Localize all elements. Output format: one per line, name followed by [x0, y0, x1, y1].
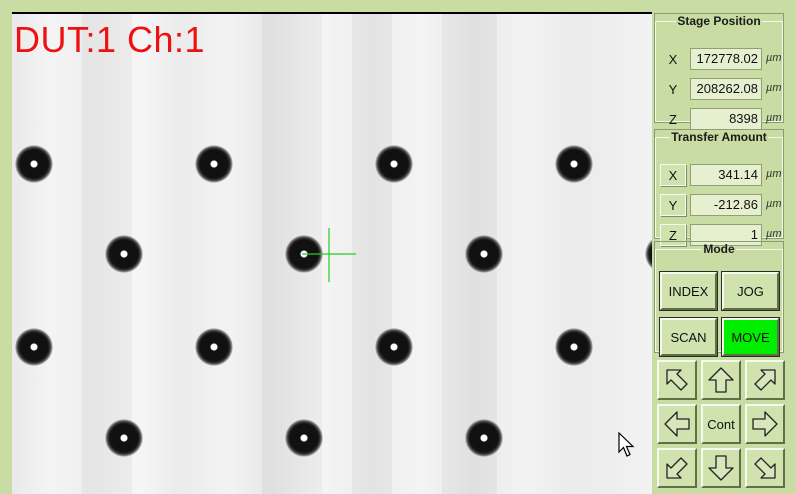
jog-mode-button[interactable]: JOG: [721, 271, 780, 311]
move-up-right-button[interactable]: [745, 360, 785, 400]
scan-mode-button[interactable]: SCAN: [659, 317, 718, 357]
probe-pad: [465, 419, 503, 457]
probe-pad: [105, 235, 143, 273]
move-left-button[interactable]: [657, 404, 697, 444]
jog-pad: Cont: [655, 358, 785, 492]
probe-pad: [555, 328, 593, 366]
move-mode-button[interactable]: MOVE: [721, 317, 780, 357]
move-up-left-button[interactable]: [657, 360, 697, 400]
camera-top-border: [12, 12, 652, 15]
mode-title: Mode: [703, 242, 735, 256]
transfer-x-button[interactable]: X: [660, 164, 686, 186]
stage-z-value: 8398: [690, 108, 762, 130]
arrow-right-icon: [752, 411, 778, 437]
crosshair: [302, 228, 356, 282]
continuous-label: Cont: [707, 416, 735, 432]
move-down-button[interactable]: [701, 448, 741, 488]
probe-pad: [465, 235, 503, 273]
probe-pad: [15, 328, 53, 366]
probe-pad: [285, 419, 323, 457]
arrow-down-left-icon: [666, 457, 688, 479]
move-right-button[interactable]: [745, 404, 785, 444]
probe-pad: [195, 328, 233, 366]
mode-group: Mode INDEX JOG SCAN MOVE: [654, 241, 784, 357]
stage-x-axis-label: X: [668, 51, 678, 67]
dut-channel-label: DUT:1 Ch:1: [14, 19, 206, 60]
wafer-stripe: [352, 14, 392, 494]
transfer-amount-group: Transfer Amount X 341.14 µm Y -212.86 µm…: [654, 129, 784, 246]
move-down-left-button[interactable]: [657, 448, 697, 488]
transfer-amount-title: Transfer Amount: [671, 130, 767, 144]
control-panel: Stage Position X 172778.02 µm Y 208262.0…: [652, 12, 796, 494]
probe-pad: [195, 145, 233, 183]
probe-pad: [645, 235, 652, 273]
transfer-y-value[interactable]: -212.86: [690, 194, 762, 216]
transfer-z-button[interactable]: Z: [660, 224, 686, 246]
move-up-button[interactable]: [701, 360, 741, 400]
stage-x-value: 172778.02: [690, 48, 762, 70]
transfer-x-unit: µm: [766, 168, 782, 180]
stage-position-title: Stage Position: [677, 14, 761, 28]
transfer-x-value[interactable]: 341.14: [690, 164, 762, 186]
stage-x-unit: µm: [766, 52, 782, 64]
transfer-z-unit: µm: [766, 228, 782, 240]
stage-position-group: Stage Position X 172778.02 µm Y 208262.0…: [654, 13, 784, 130]
continuous-button[interactable]: Cont: [701, 404, 741, 444]
stage-y-axis-label: Y: [668, 81, 678, 97]
stage-z-axis-label: Z: [669, 111, 677, 127]
arrow-up-left-icon: [666, 369, 688, 391]
arrow-up-right-icon: [754, 369, 776, 391]
probe-pad: [105, 419, 143, 457]
probe-pad: [555, 145, 593, 183]
move-down-right-button[interactable]: [745, 448, 785, 488]
probe-pad: [375, 328, 413, 366]
stage-y-unit: µm: [766, 82, 782, 94]
camera-view[interactable]: DUT:1 Ch:1: [12, 14, 652, 494]
arrow-down-right-icon: [754, 457, 776, 479]
transfer-z-value[interactable]: 1: [690, 224, 762, 246]
arrow-up-icon: [708, 367, 734, 393]
stage-z-unit: µm: [766, 112, 782, 124]
probe-pad: [375, 145, 413, 183]
stage-y-value: 208262.08: [690, 78, 762, 100]
transfer-y-button[interactable]: Y: [660, 194, 686, 216]
index-mode-button[interactable]: INDEX: [659, 271, 718, 311]
probe-pad: [15, 145, 53, 183]
arrow-left-icon: [664, 411, 690, 437]
arrow-down-icon: [708, 455, 734, 481]
transfer-y-unit: µm: [766, 198, 782, 210]
mouse-cursor-icon: [618, 432, 635, 457]
